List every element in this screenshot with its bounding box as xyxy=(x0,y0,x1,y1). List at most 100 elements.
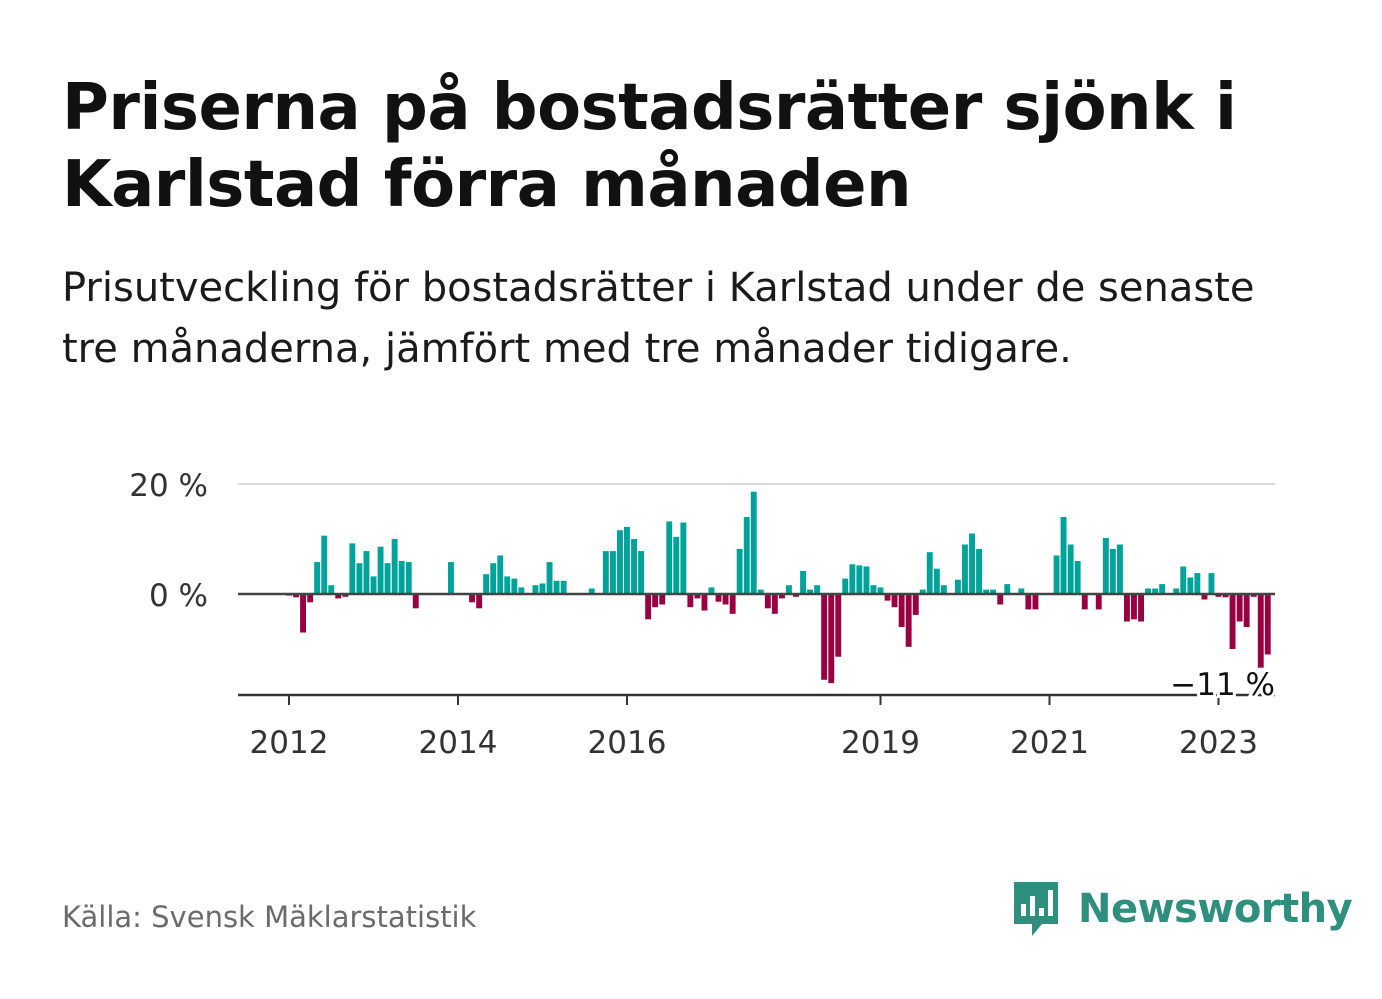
bar-negative xyxy=(476,594,483,609)
y-tick-label: 20 % xyxy=(129,468,208,504)
bar-positive xyxy=(314,562,321,594)
bar-positive xyxy=(743,517,750,594)
bar-positive xyxy=(940,585,947,594)
bar-positive xyxy=(631,539,637,594)
bar-positive xyxy=(919,589,926,594)
bar-positive xyxy=(750,491,757,594)
bar-positive xyxy=(405,562,412,594)
bar-positive xyxy=(1194,573,1201,594)
bar-negative xyxy=(1138,594,1144,622)
bar-negative xyxy=(1229,594,1236,649)
bar-positive xyxy=(849,564,856,594)
bar-positive xyxy=(1208,573,1215,594)
x-tick-label: 2012 xyxy=(250,725,329,761)
bar-positive xyxy=(349,543,356,594)
bar-positive xyxy=(877,587,884,594)
bar-positive xyxy=(588,588,595,594)
bar-negative xyxy=(307,594,314,603)
bar-positive xyxy=(807,589,813,594)
bar-positive xyxy=(708,587,715,594)
bar-positive xyxy=(560,580,567,594)
bar-positive xyxy=(321,535,328,594)
bar-positive xyxy=(1117,544,1123,594)
bar-positive xyxy=(602,551,609,594)
bar-negative xyxy=(659,594,666,605)
bar-positive xyxy=(800,570,806,594)
bar-positive xyxy=(1152,588,1159,594)
bar-positive xyxy=(976,548,982,594)
bar-positive xyxy=(786,585,792,594)
bar-negative xyxy=(1032,594,1039,610)
bar-positive xyxy=(1004,584,1011,594)
last-value-annotation: −11 % xyxy=(1170,667,1275,703)
x-tick-label: 2016 xyxy=(588,725,667,761)
bar-positive xyxy=(448,562,454,594)
bar-positive xyxy=(384,563,391,594)
bar-positive xyxy=(933,568,940,594)
bar-negative xyxy=(912,594,919,615)
y-tick-label: 0 % xyxy=(149,578,208,614)
bar-positive xyxy=(638,551,644,594)
bar-positive xyxy=(1173,588,1180,594)
bar-negative xyxy=(898,594,905,627)
bar-negative xyxy=(1095,594,1102,610)
bar-positive xyxy=(610,551,616,594)
chart-title: Priserna på bostadsrätter sjönk i Karlst… xyxy=(62,71,1237,222)
bar-negative xyxy=(828,594,835,684)
bar-negative xyxy=(729,594,736,614)
bar-negative xyxy=(1257,594,1264,668)
bar-positive xyxy=(680,522,687,594)
bar-positive xyxy=(391,539,398,594)
bar-positive xyxy=(926,552,933,594)
bar-negative xyxy=(1124,594,1130,622)
bar-negative xyxy=(1236,594,1243,622)
bar-positive xyxy=(870,585,877,594)
bar-negative xyxy=(764,594,771,609)
bar-chart: 20 % 0 % 2012 2014 2016 2019 2021 2023 −11 % xyxy=(129,468,1278,761)
bar-positive xyxy=(553,580,560,594)
bar-positive xyxy=(673,536,680,594)
newsworthy-logo: Newsworthy xyxy=(1010,878,1353,940)
bar-positive xyxy=(962,544,968,594)
bar-positive xyxy=(1180,566,1187,594)
bar-positive xyxy=(546,562,553,594)
bar-positive xyxy=(1074,561,1081,594)
bar-positive xyxy=(863,566,870,594)
bar-positive xyxy=(328,585,335,594)
bar-positive xyxy=(504,576,511,594)
bar-negative xyxy=(779,594,785,599)
bar-positive xyxy=(969,533,975,594)
bar-negative xyxy=(1201,594,1208,600)
bar-positive xyxy=(370,576,377,594)
x-tick-label: 2019 xyxy=(841,725,920,761)
logo-name: Newsworthy xyxy=(1078,886,1353,932)
bar-negative xyxy=(652,594,659,608)
bar-negative xyxy=(1131,594,1137,620)
bar-negative xyxy=(793,594,799,597)
bar-positive xyxy=(483,574,490,594)
bar-negative xyxy=(722,594,729,605)
bar-positive xyxy=(1102,537,1109,594)
bar-negative xyxy=(342,594,349,597)
bar-positive xyxy=(377,546,384,594)
bar-negative xyxy=(997,594,1004,605)
bar-positive xyxy=(736,548,743,594)
source-note: Källa: Svensk Mäklarstatistik xyxy=(62,900,477,934)
x-tick-label: 2014 xyxy=(419,725,498,761)
chart-subtitle: Prisutveckling för bostadsrätter i Karls… xyxy=(62,265,1255,372)
bar-positive xyxy=(983,589,990,594)
bar-positive xyxy=(666,521,673,594)
bar-positive xyxy=(1018,588,1025,594)
bar-positive xyxy=(1159,584,1166,594)
bar-positive xyxy=(1060,517,1067,594)
bar-negative xyxy=(469,594,475,603)
bar-negative xyxy=(905,594,912,647)
bar-positive xyxy=(842,578,849,594)
bar-negative xyxy=(1250,594,1257,597)
bar-negative xyxy=(771,594,778,614)
bar-negative xyxy=(835,594,842,657)
bar-positive xyxy=(539,583,546,594)
bar-negative xyxy=(687,594,694,608)
bar-positive xyxy=(356,563,363,594)
bar-negative xyxy=(1081,594,1088,610)
